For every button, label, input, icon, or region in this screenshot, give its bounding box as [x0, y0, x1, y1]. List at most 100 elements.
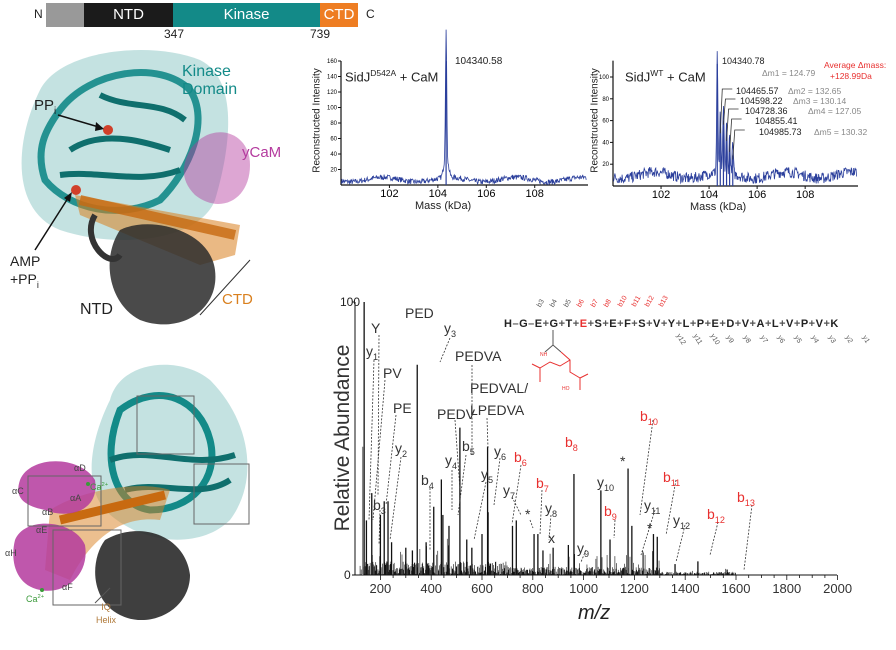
ca-sup: 2+: [37, 594, 45, 600]
fragment-label: x: [548, 530, 555, 546]
x-tick-label: 102: [652, 189, 670, 201]
annotation-leader-line: [743, 504, 753, 571]
helix-label-aC: αC: [12, 486, 24, 496]
cleavage-mark: +: [660, 318, 668, 330]
cleavage-mark: +: [779, 318, 787, 330]
kinase-label-line1: Kinase: [182, 63, 231, 80]
helix-text: Helix: [96, 615, 117, 625]
x-tick-label: 104: [429, 188, 447, 200]
x-tick-label: 800: [522, 581, 544, 596]
fragment-label: *: [525, 506, 530, 522]
annotation-leader-line: [368, 359, 375, 521]
residue-L: L: [682, 318, 690, 330]
fragment-label-text: y: [444, 320, 451, 336]
fragment-label: b8: [565, 434, 578, 453]
cleavage-mark: +: [689, 318, 697, 330]
spectrum-trace: [613, 51, 857, 185]
c-terminus-label: C: [366, 7, 375, 21]
fragment-label-text: b: [373, 497, 381, 513]
fragment-label: y1: [366, 343, 378, 362]
zoom-box: [27, 475, 102, 527]
ctd-helix: [78, 195, 237, 240]
fragment-label-text: PEDVA: [455, 348, 502, 364]
residue-E: E: [534, 318, 543, 330]
cleavage-mark: –: [528, 318, 535, 330]
helix-label-aH: αH: [5, 548, 17, 558]
structure-bottom: [13, 364, 250, 621]
fragment-label-sub: 8: [572, 442, 578, 453]
fragment-label: Y: [371, 320, 380, 336]
annotation-leader-line: [548, 514, 552, 541]
amp-arrowhead: [64, 192, 72, 202]
x-tick-label: 106: [477, 188, 495, 200]
ntd-ribbons: [109, 224, 216, 325]
structure-top: [21, 50, 251, 325]
annotation-leader-line: [539, 489, 543, 536]
domain-segment-kinase: Kinase: [173, 3, 320, 27]
bond: [531, 363, 541, 369]
title-sup: D542A: [370, 68, 397, 78]
fragment-label-sub: 12: [714, 514, 725, 525]
amp-ligand: [71, 185, 81, 195]
residue-E: E: [711, 318, 720, 330]
fragment-label-sub: 7: [510, 490, 516, 501]
bond: [539, 359, 571, 382]
fragment-label-text: b: [462, 438, 470, 454]
fragment-label: PV: [383, 365, 402, 381]
fragment-label-sub: 7: [543, 483, 549, 494]
residue-S: S: [594, 318, 603, 330]
iq-leader: [94, 587, 111, 604]
x-tick-label: 400: [420, 581, 442, 596]
ppi-arrow: [57, 114, 103, 129]
annotation-leader-line: [486, 417, 489, 449]
fragment-label: y6: [494, 443, 506, 462]
bond: [544, 344, 562, 353]
domain-segment-ctd: CTD: [320, 3, 358, 27]
fragment-label: PE: [393, 400, 412, 416]
fragment-label-text: b: [663, 469, 671, 485]
fragment-label: b13: [737, 489, 755, 508]
residue-V: V: [786, 318, 794, 330]
fragment-label-sub: 2: [402, 448, 408, 459]
peak-label: 104985.73: [759, 127, 802, 137]
fragment-label-sub: 10: [647, 416, 658, 427]
cleavage-mark: +: [719, 318, 727, 330]
x-tick-label: 104: [700, 189, 718, 201]
cleavage-mark: +: [558, 318, 566, 330]
ppi-arrowhead: [95, 122, 104, 131]
fragment-label-text: b: [737, 489, 745, 505]
zoom-box: [193, 463, 250, 525]
chart-d542a-plot: 20 40 60 80 100 120 140 160 102 104 106 108: [327, 29, 588, 200]
title-rest: + CaM: [667, 69, 706, 85]
cleavage-mark: +: [542, 318, 550, 330]
annotation-leader-line: [372, 379, 386, 521]
x-tick-label: 106: [748, 189, 766, 201]
delta-mass-label: Δm2 = 132.65: [788, 86, 842, 96]
title-text: SidJ: [345, 69, 371, 85]
residue-F: F: [624, 318, 632, 330]
residue-L: L: [771, 318, 780, 330]
fragment-label-text: b: [604, 503, 612, 519]
kinase-domain-label: Kinase Domain: [182, 63, 237, 99]
y-tick-label: 20: [602, 162, 609, 168]
annotation-leader-line: [385, 414, 397, 506]
average-delta-value: +128.99Da: [830, 71, 872, 81]
bond: [560, 351, 581, 390]
residue-A: A: [756, 318, 765, 330]
ppi-label: PPi: [34, 97, 56, 117]
fragment-label: b7: [536, 475, 549, 494]
x-tick-label: 1400: [671, 581, 700, 596]
title-sup: WT: [650, 68, 664, 78]
ctd-leader: [199, 259, 251, 316]
annotation-leader-line: [493, 457, 501, 506]
peak-leader-line: [726, 108, 739, 141]
peak-label: 104340.78: [722, 56, 765, 66]
fragment-label: y3: [444, 320, 456, 339]
cleavage-mark: +: [617, 318, 625, 330]
ca-text: Ca: [26, 594, 38, 604]
fragment-label-text: y: [395, 440, 402, 456]
fragment-label: y7: [503, 482, 515, 501]
residue-V: V: [815, 318, 824, 330]
annotation-leader-line: [665, 479, 677, 536]
residue-E: E: [579, 318, 588, 330]
